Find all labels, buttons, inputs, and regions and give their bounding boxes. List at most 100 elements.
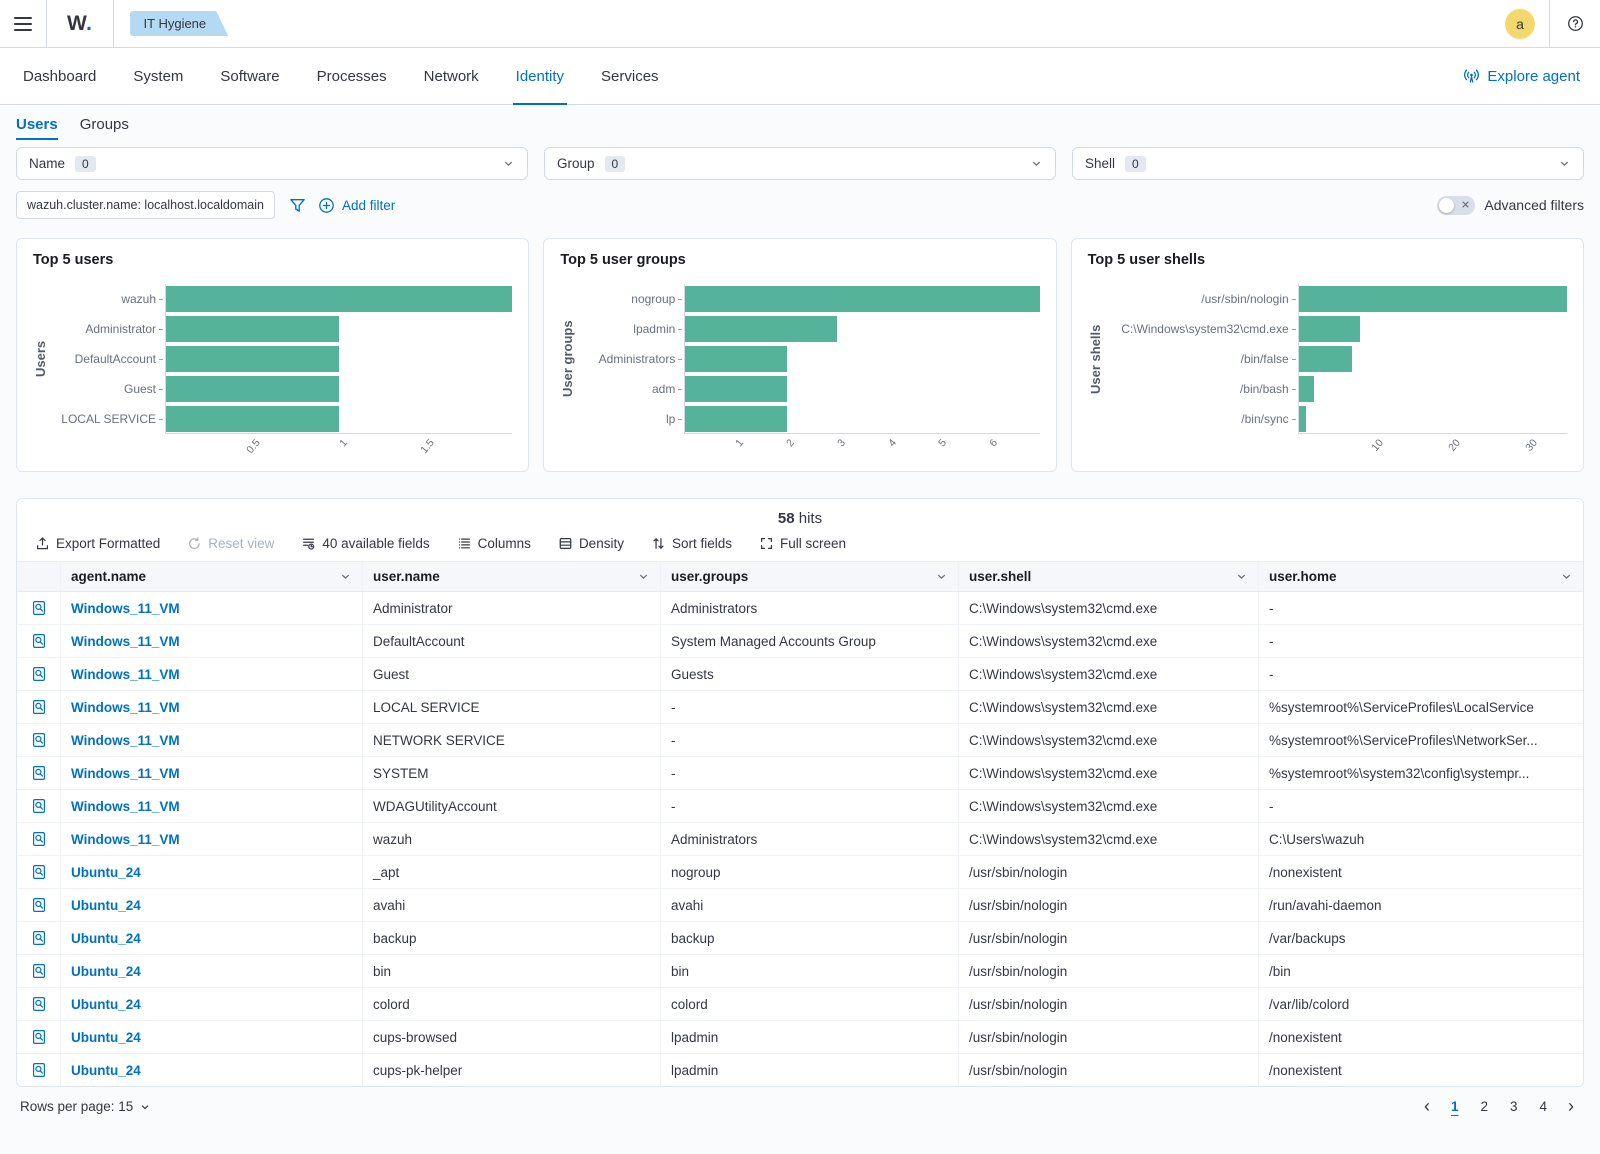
agent-name-link[interactable]: Ubuntu_24 (71, 897, 141, 913)
agent-name-link[interactable]: Ubuntu_24 (71, 864, 141, 880)
agent-name-link[interactable]: Windows_11_VM (71, 666, 180, 682)
table-row: Windows_11_VM Guest Guests C:\Windows\syste… (17, 657, 1583, 690)
grid-header-user-shell[interactable]: user.shell (959, 562, 1259, 591)
agent-name-link[interactable]: Ubuntu_24 (71, 1062, 141, 1078)
chart-bar[interactable] (1298, 376, 1314, 402)
toolbar-columns-button[interactable]: Columns (457, 536, 531, 551)
expand-row-button[interactable] (17, 757, 61, 789)
cell-user-shell: C:\Windows\system32\cmd.exe (959, 658, 1259, 690)
wazuh-logo[interactable]: W. (47, 12, 113, 36)
page-2-button[interactable]: 2 (1480, 1099, 1488, 1114)
avatar[interactable]: a (1505, 8, 1535, 39)
cell-user-home: %systemroot%\ServiceProfiles\LocalServic… (1269, 699, 1534, 715)
breadcrumb[interactable]: IT Hygiene (130, 11, 229, 36)
page-1-button[interactable]: 1 (1450, 1099, 1459, 1114)
tab-network[interactable]: Network (423, 67, 479, 85)
advanced-filters-toggle[interactable] (1437, 195, 1476, 215)
subtab-groups[interactable]: Groups (79, 116, 129, 133)
subtab-users[interactable]: Users (16, 116, 58, 140)
help-button[interactable] (1550, 0, 1600, 47)
chart-panel-top-5-user-shells: Top 5 user shells User shells/usr/sbin/no… (1070, 238, 1584, 472)
plus-circle-icon (319, 197, 334, 213)
expand-row-button[interactable] (17, 988, 61, 1020)
tab-processes[interactable]: Processes (316, 67, 387, 85)
agent-name-link[interactable]: Ubuntu_24 (71, 963, 141, 979)
toolbar-export-formatted-button[interactable]: Export Formatted (35, 536, 160, 551)
expand-row-button[interactable] (17, 1021, 61, 1053)
agent-name-link[interactable]: Windows_11_VM (71, 831, 180, 847)
agent-name-link[interactable]: Windows_11_VM (71, 798, 180, 814)
explore-agent-button[interactable]: Explore agent (1463, 48, 1580, 104)
agent-name-link[interactable]: Windows_11_VM (71, 600, 180, 616)
expand-row-button[interactable] (17, 922, 61, 954)
expand-row-button[interactable] (17, 955, 61, 987)
chart-bar[interactable] (1298, 316, 1360, 342)
hamburger-menu-button[interactable] (0, 0, 46, 47)
chart-bar[interactable] (1298, 346, 1353, 372)
grid-header-user-name[interactable]: user.name (363, 562, 661, 591)
previous-page-button[interactable]: ‹ (1423, 1096, 1430, 1116)
tab-dashboard[interactable]: Dashboard (23, 67, 97, 85)
chart-bar[interactable] (685, 406, 787, 432)
chart-y-axis-label: Users (33, 340, 48, 378)
chart-bar[interactable] (685, 286, 1040, 312)
chart-title: Top 5 users (33, 252, 114, 268)
cell-user-shell: C:\Windows\system32\cmd.exe (959, 625, 1259, 657)
expand-row-button[interactable] (17, 724, 61, 756)
tab-software[interactable]: Software (220, 67, 280, 85)
chart-bar[interactable] (166, 346, 340, 372)
expand-row-button[interactable] (17, 1054, 61, 1086)
chart-bar[interactable] (1298, 286, 1567, 312)
agent-name-link[interactable]: Ubuntu_24 (71, 996, 141, 1012)
expand-document-icon (31, 831, 47, 847)
agent-name-link[interactable]: Windows_11_VM (71, 732, 180, 748)
chart-x-axis: 0.5 1 1.5 (165, 434, 512, 460)
chart-bar[interactable] (685, 376, 787, 402)
grid-header-user-home[interactable]: user.home (1259, 562, 1583, 591)
chart-bar[interactable] (685, 316, 838, 342)
chart-bar[interactable] (1298, 406, 1307, 432)
rows-per-page-selector[interactable]: Rows per page: 15 (20, 1099, 151, 1114)
filter-funnel-button[interactable] (289, 197, 306, 214)
add-filter-button[interactable]: Add filter (318, 197, 395, 214)
page-3-button[interactable]: 3 (1509, 1099, 1518, 1114)
page-4-button[interactable]: 4 (1539, 1099, 1547, 1114)
agent-name-link[interactable]: Windows_11_VM (71, 765, 180, 781)
filter-select-shell[interactable]: Shell 0 (1072, 147, 1584, 180)
expand-row-button[interactable] (17, 625, 61, 657)
agent-name-link[interactable]: Windows_11_VM (71, 699, 180, 715)
chart-bar[interactable] (685, 346, 787, 372)
expand-row-button[interactable] (17, 790, 61, 822)
chart-x-axis: 1 2 3 4 5 6 (684, 434, 1039, 460)
cell-user-groups: Guests (661, 658, 959, 690)
tab-identity[interactable]: Identity (512, 48, 568, 105)
expand-row-button[interactable] (17, 889, 61, 921)
toolbar-density-button[interactable]: Density (558, 536, 624, 551)
rows-per-page-label: Rows per page: 15 (20, 1099, 134, 1114)
toolbar-full-screen-button[interactable]: Full screen (759, 536, 846, 551)
next-page-button[interactable]: › (1568, 1096, 1574, 1116)
agent-name-link[interactable]: Ubuntu_24 (71, 1029, 141, 1045)
cluster-filter-pill[interactable]: wazuh.cluster.name: localhost.localdomai… (16, 191, 275, 219)
expand-row-button[interactable] (17, 856, 61, 888)
filter-select-name[interactable]: Name 0 (16, 147, 528, 180)
agent-name-link[interactable]: Ubuntu_24 (71, 930, 141, 946)
toolbar-sort-fields-button[interactable]: Sort fields (651, 536, 732, 551)
agent-name-link[interactable]: Windows_11_VM (71, 633, 180, 649)
tab-services[interactable]: Services (601, 67, 659, 85)
tab-system[interactable]: System (133, 67, 184, 85)
chart-bar[interactable] (166, 376, 340, 402)
expand-row-button[interactable] (17, 592, 61, 624)
filter-select-group[interactable]: Group 0 (544, 147, 1056, 180)
expand-row-button[interactable] (17, 658, 61, 690)
grid-header-agent-name[interactable]: agent.name (61, 562, 363, 591)
chart-bar[interactable] (166, 406, 340, 432)
expand-row-button[interactable] (17, 691, 61, 723)
chart-bar[interactable] (166, 316, 340, 342)
chart-bar[interactable] (166, 286, 513, 312)
expand-row-button[interactable] (17, 823, 61, 855)
grid-header-user-groups[interactable]: user.groups (661, 562, 959, 591)
hamburger-icon (14, 16, 32, 31)
toolbar-40-available-fields-button[interactable]: 40 available fields (301, 536, 430, 551)
chevron-down-icon (1560, 570, 1573, 583)
